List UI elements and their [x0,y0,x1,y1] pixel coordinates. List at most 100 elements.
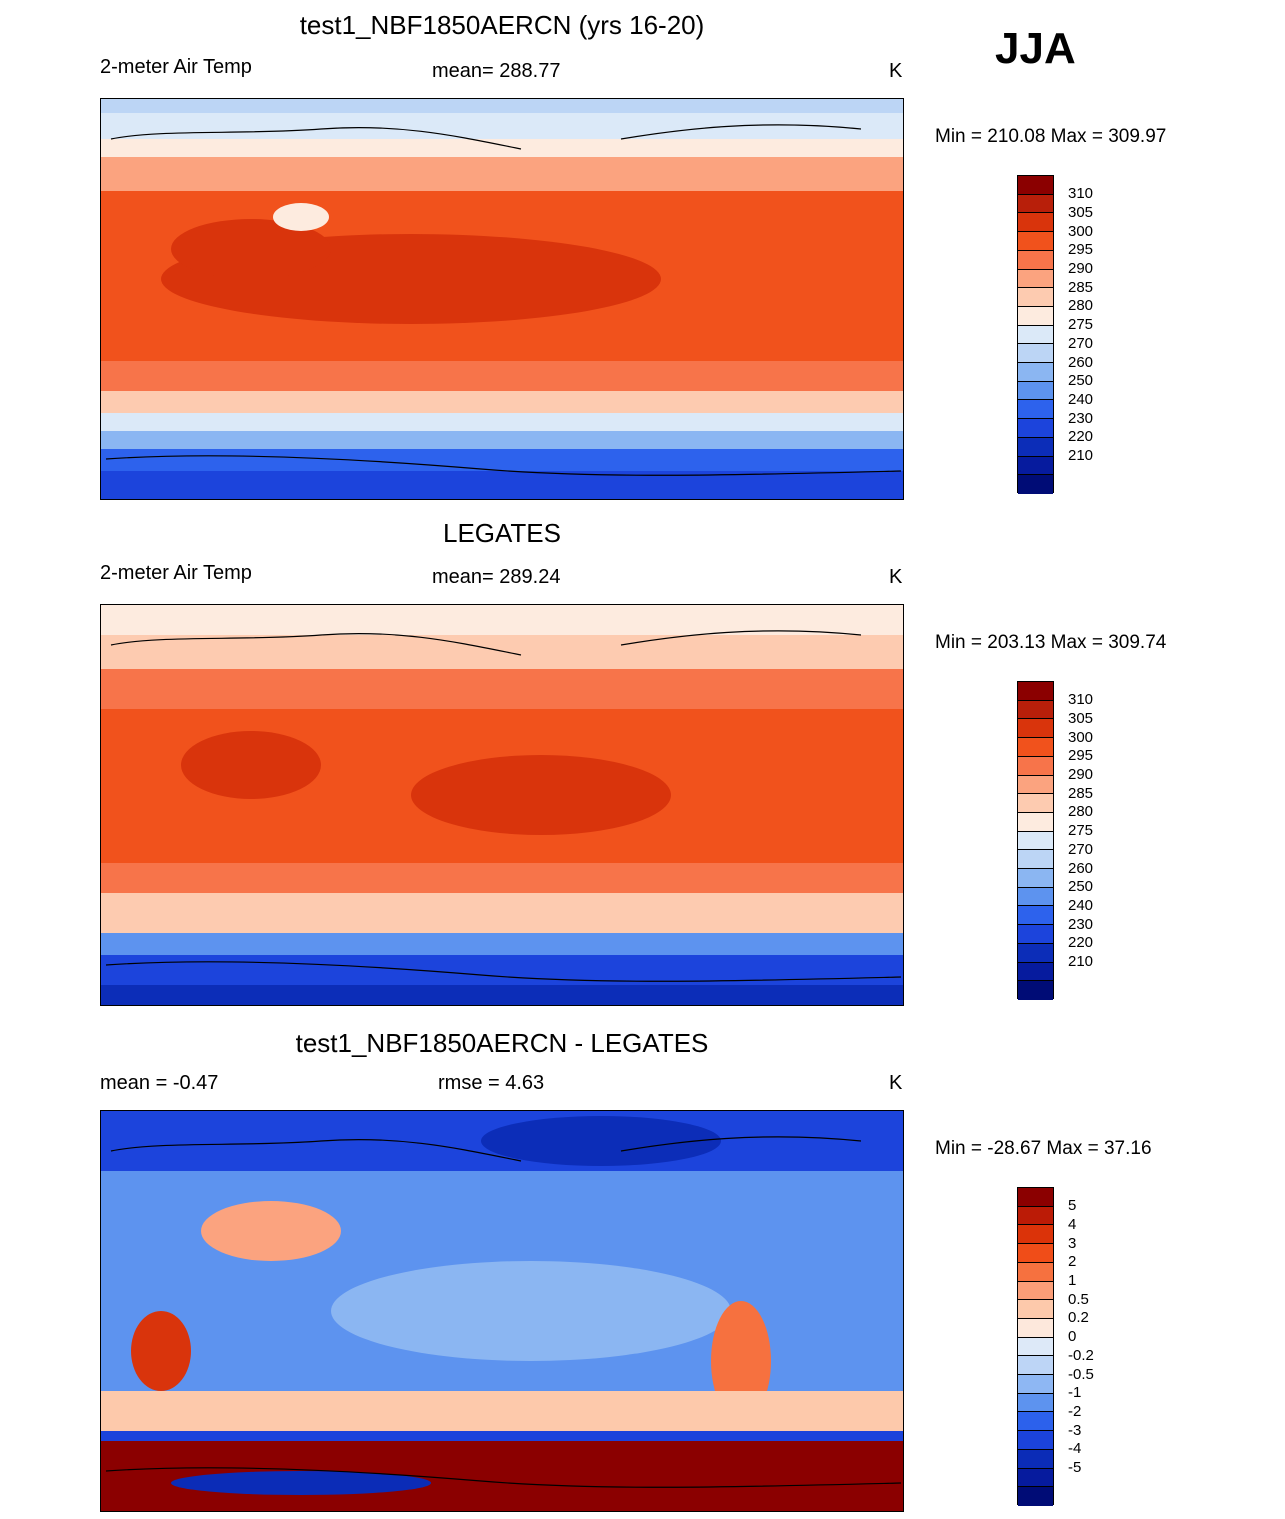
colorbar-swatch [1018,288,1053,307]
colorbar-swatch [1018,1262,1053,1282]
colorbar-tick-label: 305 [1068,709,1094,727]
colorbar-swatch [1018,456,1053,476]
antarctic-core [101,985,903,1005]
colorbar-swatch [1018,1206,1053,1226]
land-heat-asia [171,219,331,279]
colorbar-swatch [1018,1188,1053,1207]
colorbar-tick-label: 0 [1068,1328,1077,1346]
colorbar-tick-label: 275 [1068,822,1094,840]
panel-2-map-svg [101,605,903,1005]
colorbar-tick-label: 230 [1068,409,1094,427]
panel-1-map-svg [101,99,903,499]
colorbar-tick-label: 270 [1068,840,1094,858]
colorbar-tick-label: 240 [1068,896,1094,914]
colorbar-swatch [1018,1318,1053,1338]
colorbar-swatch [1018,1281,1053,1301]
coastline [105,630,902,982]
colorbar-swatch [1018,250,1053,270]
panel-1-variable-label: 2-meter Air Temp [100,56,252,78]
colorbar-swatch [1018,925,1053,944]
colorbar-tick-label: 285 [1068,278,1094,296]
colorbar-tick-label: 285 [1068,784,1094,802]
colorbar-swatch [1018,400,1053,420]
coastline [105,124,902,476]
colorbar-swatch [1018,775,1053,795]
colorbar-swatch [1018,962,1053,982]
colorbar-swatch [1018,1431,1053,1450]
colorbar-swatch [1018,943,1053,963]
colorbar-tick-label: 5 [1068,1197,1077,1215]
colorbar-tick-label: 260 [1068,859,1094,877]
land-heat-asia [181,731,321,799]
panel-2-variable-label: 2-meter Air Temp [100,562,252,584]
colorbar-swatch [1018,738,1053,757]
colorbar-tick-label: 310 [1068,691,1094,709]
colorbar-tick-label: -0.5 [1068,1365,1094,1383]
colorbar-tick-label: 295 [1068,241,1094,259]
panel-3-units: K [889,1072,903,1094]
colorbar-tick-label: 240 [1068,390,1094,408]
asia-warm-bias [201,1201,341,1261]
colorbar-swatch [1018,1449,1053,1469]
colorbar-swatch [1018,363,1053,382]
panel-2-mean: mean= 289.24 [432,566,561,588]
colorbar-swatch [1018,419,1053,438]
season-label: JJA [995,24,1076,73]
colorbar-swatch [1018,232,1053,251]
panel-3-mean: mean = -0.47 [100,1072,219,1094]
colorbar-tick-label: -1 [1068,1384,1082,1402]
panel-2-map [100,604,904,1006]
colorbar-swatch [1018,850,1053,870]
panel-1-colorbar [1017,175,1054,494]
colorbar-tick-label: 300 [1068,728,1094,746]
colorbar-swatch [1018,194,1053,214]
colorbar-swatch [1018,1356,1053,1376]
southern-ocean-band [101,1441,903,1471]
colorbar-swatch [1018,176,1053,195]
colorbar-swatch [1018,869,1053,888]
colorbar-tick-label: -4 [1068,1440,1082,1458]
colorbar-tick-label: 295 [1068,747,1094,765]
colorbar-swatch [1018,1375,1053,1394]
antarctic-cold-bias [171,1471,431,1495]
colorbar-tick-label: 250 [1068,878,1094,896]
panel-1-minmax: Min = 210.08 Max = 309.97 [935,126,1167,147]
colorbar-tick-label: 280 [1068,803,1094,821]
colorbar-swatch [1018,325,1053,345]
colorbar-tick-label: 220 [1068,428,1094,446]
colorbar-tick-label: 230 [1068,915,1094,933]
colorbar-tick-label: 260 [1068,353,1094,371]
colorbar-swatch [1018,1393,1053,1413]
colorbar-swatch [1018,831,1053,851]
colorbar-tick-label: 210 [1068,447,1094,465]
colorbar-tick-label: 305 [1068,203,1094,221]
colorbar-swatch [1018,1412,1053,1432]
panel-3-rmse: rmse = 4.63 [438,1072,545,1094]
colorbar-tick-label: 250 [1068,372,1094,390]
colorbar-swatch [1018,719,1053,739]
colorbar-swatch [1018,306,1053,326]
north-warm-band [101,669,903,709]
colorbar-tick-label: 0.2 [1068,1309,1089,1327]
colorbar-tick-label: 3 [1068,1234,1077,1252]
panel-2-colorbar [1017,681,1054,1000]
colorbar-swatch [1018,475,1053,494]
south-mild-band [101,1391,903,1431]
colorbar-tick-label: -5 [1068,1459,1082,1477]
polar-north-band [101,605,903,635]
colorbar-tick-label: 300 [1068,222,1094,240]
colorbar-tick-label: 4 [1068,1215,1077,1233]
panel-3-map [100,1110,904,1512]
colorbar-swatch [1018,981,1053,1000]
south-warm-band [101,863,903,893]
colorbar-swatch [1018,1468,1053,1488]
arctic-core [481,1116,721,1166]
south-warm-band [101,361,903,391]
colorbar-tick-label: 2 [1068,1253,1077,1271]
colorbar-tick-label: 275 [1068,316,1094,334]
coastline [105,1136,902,1488]
colorbar-swatch [1018,700,1053,720]
colorbar-swatch [1018,756,1053,776]
colorbar-swatch [1018,1244,1053,1263]
panel-1-title: test1_NBF1850AERCN (yrs 16-20) [299,10,705,40]
